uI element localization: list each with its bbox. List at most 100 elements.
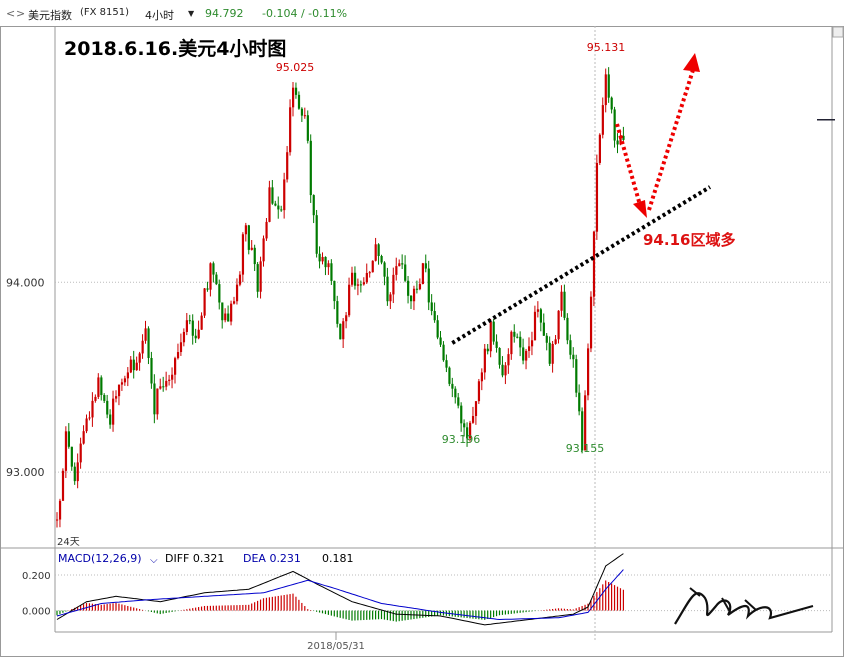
candle-body — [619, 135, 622, 145]
candle-body — [592, 231, 596, 297]
candle-body — [188, 320, 191, 322]
candle-body — [351, 272, 354, 285]
candle-body — [70, 446, 73, 467]
candle-body — [501, 364, 504, 376]
candle-body — [156, 388, 159, 415]
symbol-name: 美元指数 — [28, 9, 72, 22]
candle-body — [362, 282, 365, 285]
candle-body — [507, 354, 510, 366]
candle-body — [200, 315, 203, 330]
candle-body — [522, 347, 525, 361]
candle-body — [622, 135, 625, 140]
candle-body — [516, 336, 519, 338]
candle-body — [377, 244, 380, 257]
candle-body — [103, 395, 106, 401]
candle-body — [303, 115, 306, 117]
candle-body — [415, 288, 419, 290]
candle-body — [265, 221, 268, 239]
candle-body — [412, 288, 416, 302]
candle-body — [513, 331, 516, 337]
candle-body — [477, 381, 481, 402]
candle-body — [616, 140, 619, 145]
candle-body — [292, 87, 295, 108]
candle-body — [604, 74, 607, 106]
candle-body — [271, 187, 274, 204]
candle-body — [141, 340, 144, 354]
candle-body — [530, 340, 534, 347]
nav-left-button[interactable]: < — [6, 7, 16, 20]
candle-body — [427, 268, 430, 303]
candle-body — [230, 303, 233, 322]
candle-body — [330, 263, 333, 281]
candle-body — [356, 284, 360, 286]
scroll-up-button[interactable] — [832, 26, 844, 38]
candle-body — [176, 352, 180, 359]
period-label[interactable]: 4小时 — [145, 9, 174, 22]
down-arrow-line — [615, 123, 642, 206]
candle-body — [283, 179, 286, 211]
candle-body — [533, 311, 537, 341]
candle-body — [554, 339, 557, 344]
candle-body — [424, 263, 427, 269]
chevron-down-icon[interactable]: ▼ — [188, 9, 195, 18]
candle-body — [395, 266, 398, 275]
candle-body — [486, 348, 489, 352]
candle-body — [401, 263, 404, 265]
candle-body — [117, 384, 121, 397]
down-arrow-head — [633, 200, 647, 218]
candle-body — [548, 342, 551, 364]
candle-body — [536, 309, 540, 312]
candle-body — [489, 321, 492, 352]
chart-title-overlay: 2018.6.16.美元4小时图 — [64, 38, 287, 60]
candle-body — [100, 377, 103, 396]
candle-body — [209, 263, 212, 290]
candle-body — [115, 396, 118, 399]
chevron-down-icon[interactable]: ⌵ — [150, 555, 158, 566]
candle-body — [474, 401, 478, 417]
nav-right-button[interactable]: > — [16, 7, 26, 20]
candle-body — [203, 288, 206, 316]
candle-body — [463, 423, 466, 428]
chart-header: < > 美元指数 (FX 8151) 4小时 ▼ 94.792 -0.104 /… — [0, 0, 844, 26]
candle-body — [457, 397, 460, 406]
candle-body — [321, 256, 324, 262]
low-label: 93.155 — [566, 442, 605, 455]
candle-body — [542, 322, 545, 336]
candle-body — [327, 263, 330, 268]
candle-body — [398, 263, 401, 267]
candle-body — [91, 400, 94, 418]
macd-label: MACD(12,26,9) — [58, 552, 142, 565]
candle-body — [528, 346, 531, 351]
candle-body — [365, 272, 368, 283]
candle-body — [566, 317, 569, 341]
candle-body — [433, 311, 436, 321]
candle-body — [82, 431, 85, 444]
candle-body — [147, 328, 150, 358]
candle-body — [212, 263, 215, 275]
y-tick-label: 94.000 — [6, 276, 45, 289]
diff-value: DIFF 0.321 — [165, 552, 224, 565]
candle-body — [318, 253, 321, 262]
candle-body — [607, 74, 610, 98]
candle-body — [159, 386, 162, 389]
candle-body — [112, 398, 115, 425]
candle-body — [345, 315, 348, 322]
candle-body — [519, 336, 522, 348]
candle-body — [610, 97, 613, 110]
candle-body — [165, 380, 168, 387]
candle-body — [389, 294, 392, 302]
candle-body — [563, 291, 566, 318]
candle-body — [498, 347, 501, 365]
candle-body — [218, 284, 221, 303]
price-change: -0.104 / -0.11% — [262, 7, 348, 20]
candle-body — [215, 274, 218, 285]
candle-body — [584, 395, 587, 451]
macd-tick-label: 0.000 — [22, 607, 51, 618]
candle-body — [191, 320, 194, 336]
candle-body — [560, 291, 563, 311]
candle-body — [73, 466, 76, 482]
candle-body — [94, 396, 97, 401]
candle-body — [539, 309, 542, 323]
